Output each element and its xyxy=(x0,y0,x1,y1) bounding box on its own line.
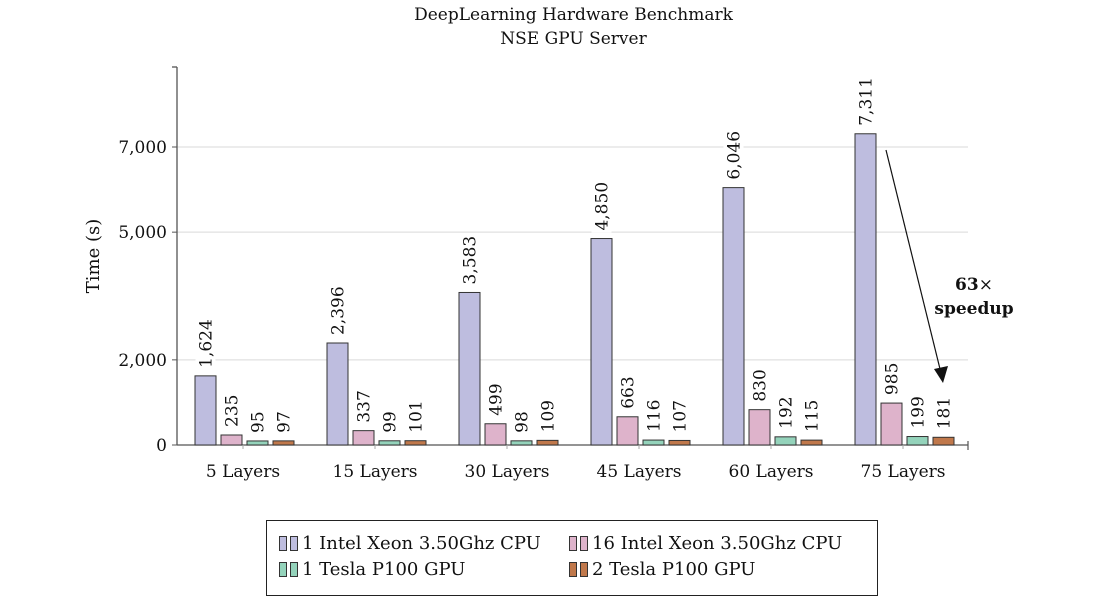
bar xyxy=(642,439,665,446)
bar xyxy=(854,133,877,446)
legend-label: 16 Intel Xeon 3.50Ghz CPU xyxy=(592,533,843,554)
bar xyxy=(748,409,771,446)
bar-value-label: 107 xyxy=(671,400,691,432)
speedup-annotation-line1: 63× xyxy=(955,275,993,295)
legend-swatch-icon xyxy=(580,536,588,551)
legend-swatch-icon xyxy=(290,536,298,551)
bar xyxy=(352,430,375,446)
x-tick-label: 45 Layers xyxy=(597,462,682,482)
bar-chart: 0 2,000 5,000 7,000 Time (s) 5 Layers 1,624 235… xyxy=(83,66,1014,482)
bar xyxy=(616,416,639,446)
chart-title: DeepLearning Hardware Benchmark xyxy=(414,5,733,25)
bar-value-label: 2,396 xyxy=(329,286,349,335)
x-tick-label: 60 Layers xyxy=(729,462,814,482)
bar xyxy=(906,436,929,446)
bar-value-label: 95 xyxy=(249,411,269,433)
bar xyxy=(220,434,243,446)
x-tick-label: 15 Layers xyxy=(333,462,418,482)
bar-value-label: 109 xyxy=(539,400,559,432)
bar-value-label: 830 xyxy=(751,369,771,401)
bar-value-label: 99 xyxy=(381,411,401,433)
bar xyxy=(326,342,349,446)
bar-value-label: 116 xyxy=(645,400,665,432)
bar-value-label: 663 xyxy=(619,376,639,408)
bar-value-label: 4,850 xyxy=(593,182,613,231)
bar xyxy=(722,187,745,446)
bar xyxy=(880,402,903,446)
bar-value-label: 235 xyxy=(223,395,243,427)
y-tick-label: 0 xyxy=(156,436,167,456)
bar-value-label: 115 xyxy=(803,400,823,432)
legend: 1 Intel Xeon 3.50Ghz CPU 16 Intel Xeon 3… xyxy=(266,520,878,596)
bar xyxy=(510,440,533,446)
bar-value-label: 337 xyxy=(355,390,375,422)
bar xyxy=(590,238,613,446)
bar xyxy=(194,375,217,446)
legend-item-2gpu: 2 Tesla P100 GPU xyxy=(569,559,755,580)
bar-value-label: 3,583 xyxy=(461,236,481,285)
legend-item-1gpu: 1 Tesla P100 GPU xyxy=(279,559,465,580)
legend-item-1cpu: 1 Intel Xeon 3.50Ghz CPU xyxy=(279,533,541,554)
bar-value-label: 6,046 xyxy=(725,131,745,180)
bar xyxy=(404,440,427,446)
legend-label: 2 Tesla P100 GPU xyxy=(592,559,756,580)
y-axis-label: Time (s) xyxy=(83,219,104,294)
x-tick-label: 5 Layers xyxy=(206,462,280,482)
legend-swatch-icon xyxy=(580,562,588,577)
bar xyxy=(800,439,823,446)
bar xyxy=(378,440,401,446)
bar-value-label: 7,311 xyxy=(857,77,877,126)
chart-subtitle: NSE GPU Server xyxy=(500,29,647,49)
bar xyxy=(932,436,955,446)
x-tick-label: 30 Layers xyxy=(465,462,550,482)
y-tick-label: 5,000 xyxy=(118,223,167,243)
bar xyxy=(458,291,481,446)
bar-value-label: 97 xyxy=(275,411,295,433)
bar xyxy=(536,439,559,446)
legend-swatch-icon xyxy=(279,562,287,577)
x-tick-label: 75 Layers xyxy=(861,462,946,482)
speedup-annotation-line2: speedup xyxy=(934,299,1013,319)
legend-swatch-icon xyxy=(279,536,287,551)
bar xyxy=(774,436,797,446)
legend-label: 1 Intel Xeon 3.50Ghz CPU xyxy=(302,533,541,554)
speedup-arrow xyxy=(885,149,942,374)
bar xyxy=(668,439,691,446)
bar-value-label: 499 xyxy=(487,383,507,415)
legend-label: 1 Tesla P100 GPU xyxy=(302,559,466,580)
bar-value-label: 181 xyxy=(935,397,955,429)
bar-value-label: 101 xyxy=(407,400,427,432)
y-tick-label: 2,000 xyxy=(118,351,167,371)
bar xyxy=(246,440,269,446)
bar xyxy=(272,440,295,446)
bar xyxy=(484,423,507,446)
bar-value-label: 1,624 xyxy=(197,319,217,368)
arrowhead-icon xyxy=(934,366,948,383)
legend-swatch-icon xyxy=(290,562,298,577)
legend-item-16cpu: 16 Intel Xeon 3.50Ghz CPU xyxy=(569,533,842,554)
bar-value-label: 985 xyxy=(883,363,903,395)
bar-value-label: 192 xyxy=(777,396,797,428)
bar-value-label: 98 xyxy=(513,411,533,433)
legend-swatch-icon xyxy=(569,562,577,577)
bar-value-label: 199 xyxy=(909,396,929,428)
y-tick-label: 7,000 xyxy=(118,138,167,158)
legend-swatch-icon xyxy=(569,536,577,551)
